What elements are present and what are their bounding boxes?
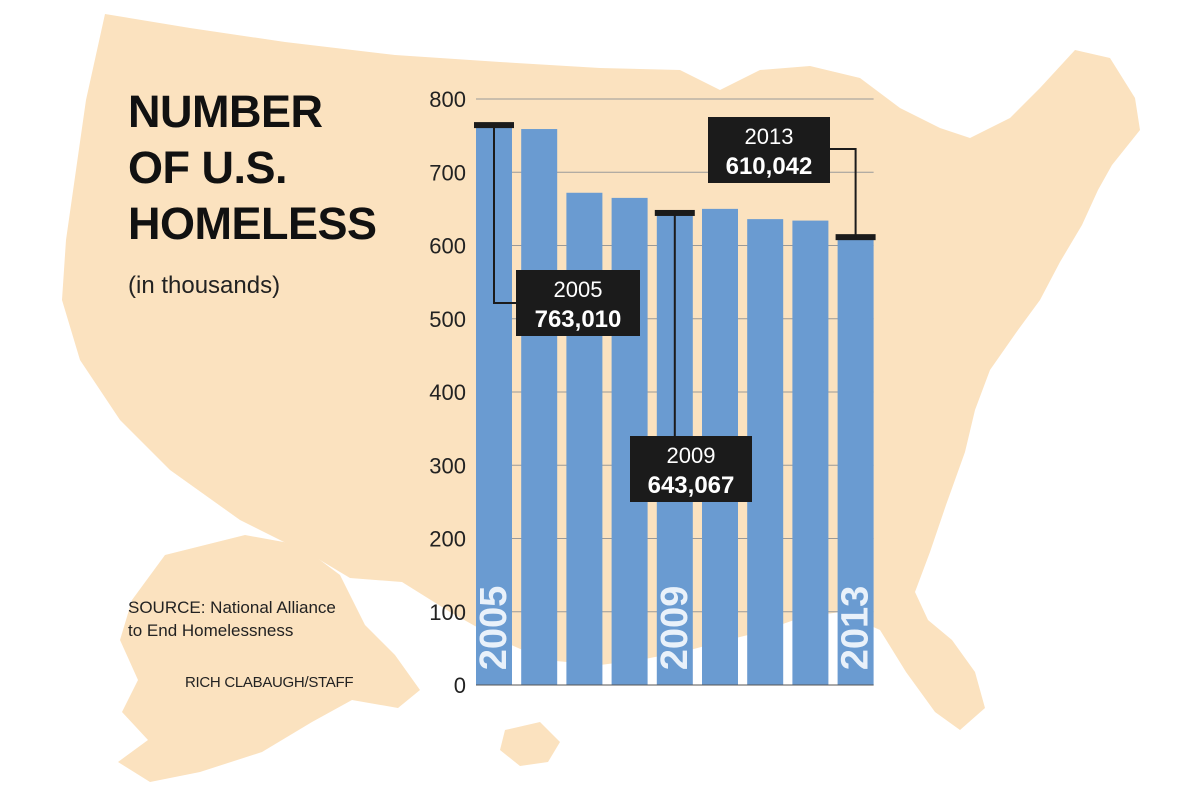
callout-value: 643,067: [648, 472, 735, 499]
y-tick-label: 700: [429, 160, 466, 185]
callout-year: 2013: [745, 124, 794, 149]
title-line: HOMELESS: [128, 198, 377, 249]
source-note: SOURCE: National Alliance to End Homeles…: [128, 596, 388, 642]
callout-year: 2009: [667, 443, 716, 468]
alaska-shape: [118, 535, 420, 782]
chart-subtitle: (in thousands): [128, 272, 281, 299]
title-line: NUMBER: [128, 86, 323, 137]
source-line: to End Homelessness: [128, 621, 294, 640]
y-tick-label: 600: [429, 234, 466, 259]
y-tick-label: 500: [429, 307, 466, 332]
bar-2012: [792, 220, 829, 685]
bar-year-label: 2009: [654, 586, 696, 671]
callout-box: [630, 436, 752, 502]
bar-2007: [566, 192, 603, 685]
y-tick-label: 100: [429, 600, 466, 625]
y-tick-label: 800: [429, 87, 466, 112]
y-tick-label: 300: [429, 453, 466, 478]
y-tick-label: 400: [429, 380, 466, 405]
bar-2011: [747, 219, 784, 685]
value-marker: [654, 209, 695, 216]
callout-value: 763,010: [535, 306, 622, 333]
title-line: OF U.S.: [128, 142, 288, 193]
credit-line: RICH CLABAUGH/STAFF: [185, 674, 354, 691]
callout-leader: [830, 148, 857, 239]
y-tick-label: 0: [454, 673, 466, 698]
source-line: SOURCE: National Alliance: [128, 598, 336, 617]
bar-year-label: 2013: [835, 586, 877, 671]
bar-2013: [837, 238, 874, 686]
callout-box: [708, 117, 830, 183]
callout-box: [516, 270, 640, 336]
callout-leader: [493, 126, 516, 304]
chart-title: NUMBER OF U.S. HOMELESS: [128, 84, 377, 252]
bar-2006: [521, 129, 558, 686]
hawaii-shape: [500, 722, 560, 766]
bar-year-label: 2005: [473, 586, 515, 671]
callout-value: 610,042: [726, 153, 813, 180]
value-marker: [474, 122, 514, 129]
y-tick-label: 200: [429, 527, 466, 552]
callout-year: 2005: [554, 277, 603, 302]
